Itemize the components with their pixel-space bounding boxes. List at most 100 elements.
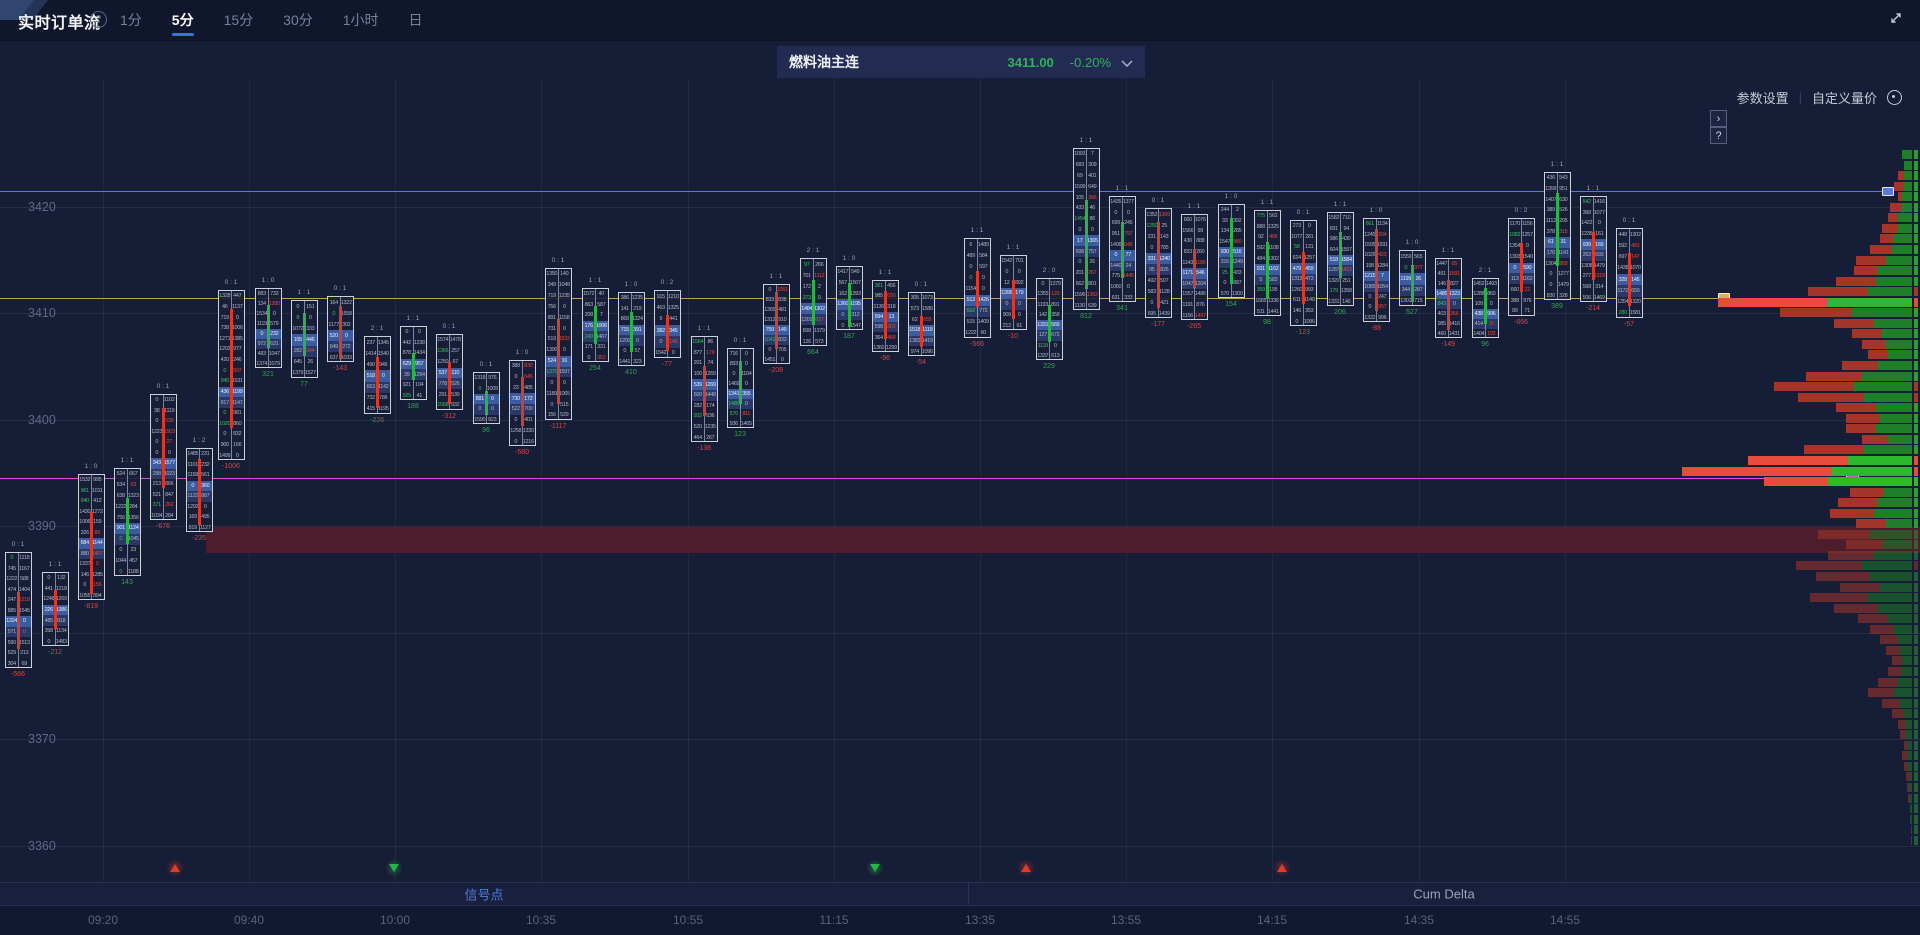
footprint-candle[interactable]: 1485 231 1101 232 1158 561 0 360 1122 887 1292 0 169… (185, 448, 213, 532)
footprint-candle[interactable]: 716 0 893 0 0 1104 1469 0 1341 355 1480 0 570 811 936 1… (726, 348, 754, 429)
footprint-candle[interactable]: 1452 1493 1288 860 109 0 438 996 414 0 1404 192 (1471, 278, 1499, 338)
bid-volume: 1143 (1182, 259, 1194, 266)
bid-volume: 0 (1150, 244, 1154, 251)
footprint-candle[interactable]: 0 1102 38 1119 0 539 1223 1503 0 27 0 0 343 1577 298 10… (149, 394, 177, 520)
footprint-candle[interactable]: 448 1302 592 491 697 147 1438 1070 328 145 1172 650… (1615, 228, 1643, 318)
footprint-candle[interactable]: 1350 140 349 1049 719 1235 756 0 891 1158 731 0 519 1… (544, 268, 572, 420)
footprint-candle[interactable]: 883 733 134 1280 1534 0 1119 579 0 232 972 631 483 10… (254, 288, 282, 368)
ask-volume: 1280 (268, 301, 280, 307)
tab-1m[interactable]: 1分 (120, 12, 142, 28)
footprint-candle[interactable]: 660 1076 1566 99 430 888 833 260 1143 1186 1171 546… (1180, 214, 1208, 320)
footprint-candle[interactable]: 1532 995 961 1011 940 412 1430 1272 1006 159 326 89… (77, 474, 105, 600)
tab-1d[interactable]: 日 (408, 12, 423, 28)
footprint-row: 1093 7 (1074, 149, 1099, 160)
footprint-candle[interactable]: 6 1489 489 584 0 597 0 0 1154 0 513 1426 562 772 515 14… (963, 238, 991, 338)
footprint-row: 0 1483 (43, 636, 68, 647)
footprint-candle[interactable]: 1435 1377 0 0 699 245 951 797 1406 645 0 77 1440 24 77… (1108, 196, 1136, 302)
footprint-candle[interactable]: 0 0 442 1238 878 1434 629 957 39 1294 921 104 925 41 (399, 326, 427, 400)
buy-signal-icon[interactable] (1017, 859, 1035, 877)
footprint-candle[interactable]: 1170 1156 1082 1257 1354 0 1393 1540 0 590 113 1162… (1507, 218, 1535, 316)
footprint-candle[interactable]: 0 1379 1355 129 1193 891 142 358 1331 569 127 672 11… (1035, 278, 1063, 360)
tab-1h[interactable]: 1小时 (342, 12, 379, 28)
sell-signal-icon[interactable] (385, 859, 403, 877)
bid-volume: 33 (1221, 217, 1228, 224)
footprint-candle[interactable]: 1093 7 683 309 69 401 1599 649 105 366 433 46 1454 86… (1072, 148, 1100, 310)
bid-volume: 1006 (79, 519, 91, 526)
footprint-candle[interactable]: 775 562 888 1325 92 406 592 1108 484 1302 931 1162 5… (1253, 210, 1281, 316)
candle-delta-label: -123 (1295, 329, 1311, 336)
ask-volume: 1320 (1629, 299, 1641, 306)
footprint-candle[interactable]: 1352 1269 1250 25 231 143 0 785 331 1240 95 826 492 5… (1144, 208, 1172, 318)
footprint-candle[interactable]: 436 543 1399 951 1407 630 389 526 1112 205 378 315 6… (1543, 172, 1571, 300)
footprint-candle[interactable]: 1318 976 0 1009 881 0 0 0 1590 823 (472, 372, 500, 424)
footprint-row: 936 1465 (728, 419, 753, 429)
ask-volume: 1051 (776, 287, 788, 293)
candle-delta-label: -312 (441, 413, 457, 420)
footprint-row: 1312 910 (764, 315, 789, 325)
profile-buy-bar (1868, 287, 1912, 297)
ask-volume: 785 (1160, 244, 1169, 251)
footprint-candle[interactable]: 164 1322 0 1558 1177 302 520 0 649 272 637 1033 (326, 296, 354, 362)
ask-volume: 447 (233, 293, 242, 300)
footprint-row: 1118 0 (1037, 341, 1062, 351)
footprint-candle[interactable]: 915 1210 463 1325 9 441 382 345 0 146 1542 0 (653, 290, 681, 358)
footprint-candle[interactable]: 361 456 985 650 1136 318 594 13 598 201 364 499 1360… (871, 280, 899, 352)
footprint-candle[interactable]: 1542 701 0 0 12 892 1395 179 0 0 909 0 212 61 (999, 255, 1027, 330)
gear-icon[interactable] (1887, 90, 1902, 105)
bid-volume: 1287 (1328, 267, 1340, 274)
ask-volume: 1358 (1340, 288, 1352, 295)
tab-30m[interactable]: 30分 (283, 12, 313, 28)
footprint-candle[interactable]: 0 132 441 1218 1248 1269 226 1386 485 818 398 1134 0… (41, 572, 69, 647)
footprint-row: 833 260 (1182, 247, 1207, 258)
bid-volume: 5 (1259, 276, 1263, 283)
profile-sell-bar (1834, 318, 1874, 328)
expand-icon[interactable] (1888, 10, 1904, 26)
footprint-candle[interactable]: 0 151 8 0 1072 333 105 446 282 344 645 26 1379 1527 (290, 300, 318, 378)
footprint-candle[interactable]: 1328 447 46 1137 719 0 738 1006 1271 1385 1202 977 4… (217, 290, 245, 460)
price-axis-label: 3410 (28, 306, 56, 320)
footprint-candle[interactable]: 305 1073 573 1586 62 655 1518 1119 1383 1419 974 10… (907, 292, 935, 356)
footprint-candle[interactable]: 273 0 1077 281 58 131 624 1257 479 459 1313 473 1260… (1289, 220, 1317, 326)
footprint-candle[interactable]: 661 1134 1245 204 1595 1591 1026 423 198 1284 1215… (1362, 218, 1390, 322)
footprint-candle[interactable]: 524 667 634 63 638 1323 1222 284 756 1356 901 1124 0… (113, 468, 141, 576)
ask-volume: 129 (1051, 291, 1060, 298)
tab-15m[interactable]: 15分 (223, 12, 254, 28)
help-icon[interactable]: ? (90, 11, 107, 28)
footprint-candle[interactable]: 0 1118 745 1167 1222 588 474 1404 247 1218 885 1545… (4, 552, 32, 668)
ask-volume: 649 (1088, 183, 1097, 190)
footprint-candle[interactable]: 1582 710 691 94 986 430 604 1557 518 1584 1287 1422… (1326, 212, 1354, 306)
footprint-candle[interactable]: 388 830 0 646 23 485 730 172 522 700 0 401 1258 1330 0… (508, 360, 536, 446)
settings-button[interactable]: 参数设置 (1736, 91, 1789, 106)
upper-level-line-marker[interactable] (1882, 187, 1894, 196)
footprint-row: 146 827 (1436, 279, 1461, 289)
collapse-panel-button[interactable]: › (1710, 110, 1727, 127)
footprint-candle[interactable]: 1417 549 567 1507 162 1393 1360 1195 0 312 0 1547 (835, 266, 863, 330)
footprint-candle[interactable]: 386 1235 141 219 868 1324 715 391 1200 0 0 57 1441 32… (617, 292, 645, 366)
footprint-candle[interactable]: 244 2 33 392 134 285 1547 980 930 516 316 1249 25 433… (1217, 204, 1245, 298)
footprint-candle[interactable]: 1574 1478 1366 257 1250 67 537 110 778 526 291 530 1… (435, 334, 463, 410)
footprint-candle[interactable]: 1559 565 0 377 1199 26 344 287 1301 715 (1398, 250, 1426, 306)
chevron-down-icon[interactable] (1121, 54, 1133, 72)
footprint-candle[interactable]: 97 266 701 1112 172 2 373 0 1484 1302 1201 817 898 13… (799, 258, 827, 346)
sell-signal-icon[interactable] (866, 859, 884, 877)
footprint-candle[interactable]: 1572 40 863 587 208 7 176 1006 249 1467 171 331 0 952 (581, 288, 609, 362)
buy-signal-icon[interactable] (166, 859, 184, 877)
custom-volume-price-button[interactable]: 自定义量价 (1811, 91, 1877, 106)
footprint-candle[interactable]: 542 1416 368 1077 1422 0 1235 161 939 169 263 693 13… (1579, 196, 1607, 302)
bid-volume: 833 (1183, 249, 1193, 256)
bid-volume: 141 (620, 305, 630, 312)
ask-volume: 1065 (558, 390, 570, 397)
ask-volume: 543 (1559, 175, 1568, 182)
footprint-candle[interactable]: 1564 86 877 179 201 74 100 1269 539 1269 500 1448 28… (690, 336, 718, 442)
panel-help-button[interactable]: ? (1710, 127, 1727, 144)
signal-points-panel-label[interactable]: 信号点 (464, 887, 504, 903)
buy-signal-icon[interactable] (1273, 859, 1291, 877)
instrument-selector[interactable]: 燃料油主连 3411.00 -0.20% (777, 46, 1145, 78)
bid-volume: 0 (223, 410, 227, 417)
candle-body (302, 313, 306, 356)
footprint-candle[interactable]: 237 1345 1414 1540 490 946 518 0 663 1142 732 786 41… (363, 336, 391, 414)
tab-5m[interactable]: 5分 (170, 0, 196, 40)
footprint-candle[interactable]: 1447 65 491 1591 146 827 1480 1323 843 0 403 356 985… (1434, 258, 1462, 338)
footprint-candle[interactable]: 0 1051 833 838 1365 481 1312 910 759 149 1041 833 0 7… (762, 284, 790, 364)
